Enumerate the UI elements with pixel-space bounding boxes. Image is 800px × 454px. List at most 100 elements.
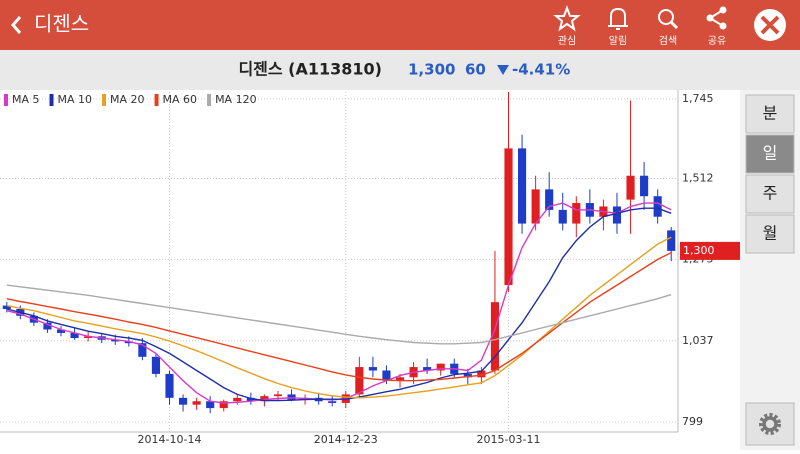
share-dot [706,14,714,22]
down-arrow [497,65,509,75]
candle-body [423,367,432,371]
stock-change-pct: -4.41% [512,61,570,79]
last-price-tag [680,241,740,260]
legend-swatch [4,94,8,106]
period-button[interactable] [745,174,795,214]
bell-icon[interactable] [608,7,628,30]
candle-body [558,209,567,224]
candle-body [2,305,11,309]
candle-body [531,189,540,224]
candle-body [545,189,554,210]
y-tick-label: 1,512 [682,171,714,184]
candle-body [504,148,513,286]
y-tick-label: 1,745 [682,92,714,105]
gear-teeth [759,413,781,435]
plot: 1,7451,5121,2751,0377992014-10-142014-12… [0,92,740,446]
period-label: 월 [763,224,778,243]
action-label[interactable]: 관심 [558,35,576,47]
action-label[interactable]: 검색 [659,35,677,47]
candle-body [111,339,120,342]
ma-line [6,251,672,382]
stock-change: 60 [465,61,486,79]
info-bar [0,50,800,90]
candle-body [165,373,174,398]
legend-label: MA 120 [215,93,257,106]
ma-line [6,207,672,402]
back-button[interactable] [11,16,22,34]
share-dot [719,6,727,14]
candle-body [43,322,52,330]
action-labels: 관심 알림 검색 공유 [558,35,726,47]
candle-body [260,396,269,402]
candle-body [572,203,581,224]
candle-body [355,367,364,395]
y-tick-label: 799 [682,415,703,428]
candle-body [84,336,93,339]
candle-body [206,401,215,409]
period-label: 분 [763,104,778,123]
legend-swatch [207,94,212,106]
candle-body [178,397,188,405]
candle-body [477,370,486,378]
candle-body [436,363,445,371]
y-tick-label: 1,037 [682,334,714,347]
period-button[interactable] [745,214,795,254]
action-label[interactable]: 공유 [708,35,726,47]
star-icon[interactable] [553,5,581,32]
legend-label: MA 5 [12,93,40,106]
x-tick-label: 2014-10-14 [138,433,202,446]
candle-body [138,343,147,357]
ma-line [6,236,672,399]
legend-label: MA 20 [110,93,145,106]
gear-icon [762,416,778,432]
legend-swatch [49,94,54,106]
legend-swatch [154,94,159,106]
search-icon[interactable] [658,9,674,25]
x-tick-label: 2015-03-11 [477,433,541,446]
search-handle [669,20,679,30]
period-label: 주 [763,184,778,203]
candle-body [395,377,405,381]
stock-price: 1,300 [408,61,455,79]
candle-body [382,370,391,381]
candle-body [626,175,635,200]
last-price-label: 1,300 [683,244,715,257]
period-label: 일 [763,144,778,163]
candle-body [640,175,649,197]
candle-body [517,148,527,224]
legend-label: MA 60 [163,93,198,106]
share-dots [706,6,727,30]
settings-button[interactable] [745,402,795,446]
period-button[interactable] [745,94,795,134]
close-icon [760,15,780,35]
candle-body [192,401,201,405]
action-label[interactable]: 알림 [609,35,627,47]
candle-body [368,367,377,371]
candle-body [463,373,472,378]
candle-body [70,332,79,339]
ma-line [6,284,672,345]
candle-body [653,196,662,217]
legend-label: MA 10 [58,93,93,106]
candle-body [246,397,255,402]
app-bar [0,0,800,50]
candle-body [667,230,676,251]
share-dot [719,22,727,30]
period-button[interactable] [745,134,795,174]
candle-body [233,397,242,402]
candle-body [328,401,337,403]
app-title: 디젠스 [34,12,89,36]
chart-area [0,90,740,450]
candle-body [219,401,228,409]
candle-body [287,394,296,400]
candle-body [273,394,283,397]
candle-body [612,206,622,224]
legend-swatch [102,94,107,106]
candle-body [56,329,66,333]
candle-body [124,341,133,344]
candle-body [151,356,161,374]
x-tick-label: 2014-12-23 [314,433,378,446]
stock-name: 디젠스 (A113810) [238,60,382,79]
